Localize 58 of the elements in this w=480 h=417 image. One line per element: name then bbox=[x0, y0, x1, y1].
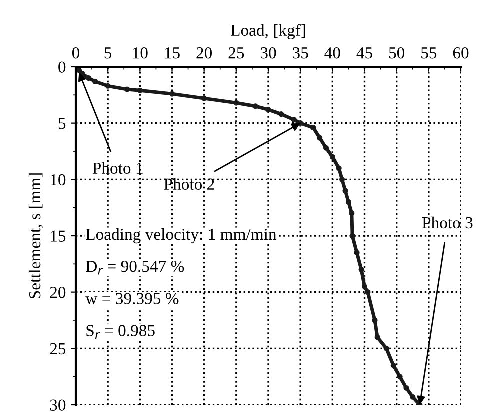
point bbox=[202, 96, 208, 102]
x-tick-label: 15 bbox=[165, 48, 180, 59]
y-tick-label: 10 bbox=[51, 174, 66, 186]
point bbox=[336, 166, 342, 172]
x-tick-label: 10 bbox=[133, 48, 148, 59]
x-tick-label: 50 bbox=[389, 48, 405, 59]
x-axis-title: Load, [kgf] bbox=[231, 24, 306, 40]
point bbox=[340, 176, 346, 182]
x-tick-label: 60 bbox=[453, 48, 469, 59]
y-tick-label: 25 bbox=[50, 343, 66, 355]
point bbox=[92, 78, 98, 84]
point bbox=[362, 284, 368, 290]
point bbox=[323, 145, 330, 151]
annotation: Loading velocity: 1 mm/min bbox=[86, 228, 277, 244]
point bbox=[349, 210, 355, 216]
x-tick-label: 40 bbox=[324, 48, 340, 59]
point bbox=[358, 267, 364, 273]
point bbox=[317, 135, 323, 141]
point bbox=[374, 334, 380, 340]
point bbox=[354, 250, 360, 256]
y-axis-title: Settlement, s [mm] bbox=[28, 174, 44, 299]
y-tick-label: 20 bbox=[50, 287, 66, 298]
point bbox=[291, 117, 297, 123]
point bbox=[252, 104, 258, 110]
point bbox=[330, 154, 336, 160]
y-tick-label: 15 bbox=[51, 230, 66, 242]
x-tick-label: 20 bbox=[196, 48, 212, 59]
point bbox=[105, 83, 111, 89]
point bbox=[410, 394, 416, 400]
x-tick-label: 55 bbox=[422, 48, 437, 59]
x-tick-label: 25 bbox=[228, 48, 244, 59]
point bbox=[397, 374, 403, 380]
point bbox=[278, 112, 284, 118]
point bbox=[346, 199, 352, 205]
x-tick-label: 30 bbox=[260, 48, 276, 59]
point bbox=[404, 385, 410, 391]
point bbox=[350, 233, 356, 239]
x-tick-label: 0 bbox=[72, 48, 80, 59]
point bbox=[266, 107, 272, 113]
x-tick-label: 5 bbox=[104, 48, 112, 59]
y-tick-label: 5 bbox=[58, 118, 66, 130]
annotation: S$_{r}$ = 0.985 bbox=[86, 325, 155, 339]
point bbox=[234, 100, 240, 106]
annotation: D$_{r}$ = 90.547 % bbox=[86, 260, 184, 275]
point bbox=[86, 75, 92, 82]
x-tick-label: 45 bbox=[356, 48, 372, 59]
point bbox=[137, 88, 143, 94]
x-tick-label: 35 bbox=[293, 48, 308, 59]
point bbox=[384, 346, 390, 352]
y-tick-label: 30 bbox=[50, 400, 66, 411]
point bbox=[310, 125, 316, 131]
y-tick-label: 0 bbox=[58, 62, 66, 73]
point bbox=[342, 188, 348, 194]
annotation: w = 39.395 % bbox=[86, 293, 179, 304]
point bbox=[365, 290, 371, 296]
annotation: Photo 3 bbox=[422, 216, 473, 229]
point bbox=[390, 362, 396, 368]
point bbox=[372, 318, 378, 324]
